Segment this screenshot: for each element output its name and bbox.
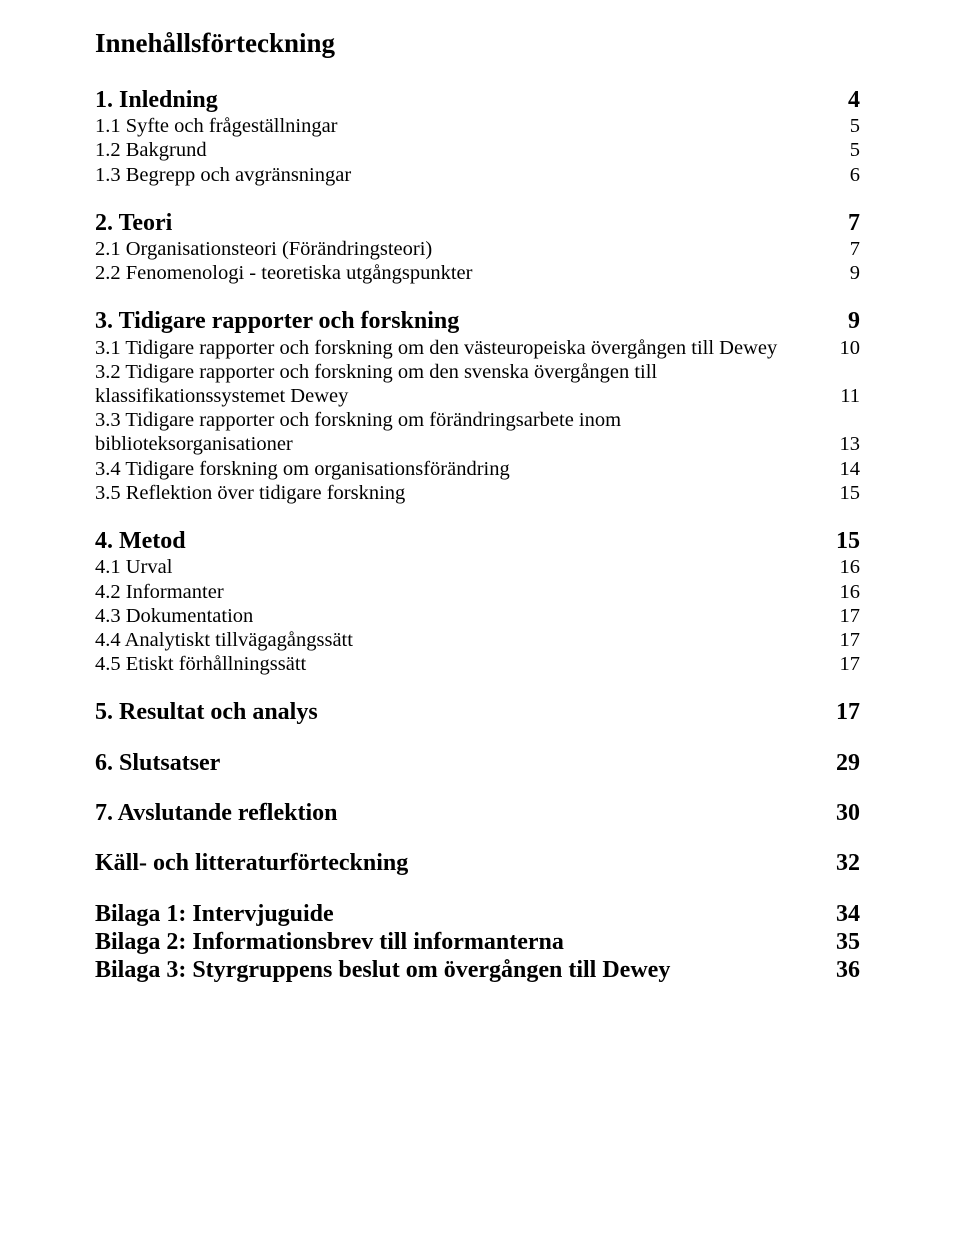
toc-entry-label: 4.3 Dokumentation	[95, 604, 832, 628]
toc-entry-label: 1.2 Bakgrund	[95, 138, 832, 162]
toc-entry: 2.2 Fenomenologi - teoretiska utgångspun…	[95, 261, 860, 285]
toc-section-7: 7. Avslutande reflektion 30	[95, 799, 860, 827]
toc-entry: 1.2 Bakgrund 5	[95, 138, 860, 162]
toc-entry-page: 17	[832, 652, 860, 676]
toc-entry-page: 5	[832, 114, 860, 138]
toc-section-3: 3. Tidigare rapporter och forskning 9 3.…	[95, 307, 860, 505]
toc-entry: 2.1 Organisationsteori (Förändringsteori…	[95, 237, 860, 261]
toc-entry-label: 1.3 Begrepp och avgränsningar	[95, 163, 832, 187]
toc-heading-page: 32	[832, 849, 860, 877]
toc-entry-label: 3.4 Tidigare forskning om organisationsf…	[95, 457, 832, 481]
toc-section-5: 5. Resultat och analys 17	[95, 698, 860, 726]
toc-entry: 3.4 Tidigare forskning om organisationsf…	[95, 457, 860, 481]
toc-heading-label: 1. Inledning	[95, 86, 832, 114]
toc-heading-2: 2. Teori 7	[95, 209, 860, 237]
toc-entry-label: 3.1 Tidigare rapporter och forskning om …	[95, 336, 832, 360]
toc-heading-page: 35	[832, 928, 860, 956]
toc-entry-page: 5	[832, 138, 860, 162]
toc-section-1: 1. Inledning 4 1.1 Syfte och frågeställn…	[95, 86, 860, 187]
toc-entry-label: 4.2 Informanter	[95, 580, 832, 604]
toc-entry-page: 7	[832, 237, 860, 261]
toc-heading-page: 4	[832, 86, 860, 114]
toc-entry: 4.1 Urval 16	[95, 555, 860, 579]
toc-entry-label-line2: biblioteksorganisationer	[95, 432, 832, 456]
toc-entry: 1.1 Syfte och frågeställningar 5	[95, 114, 860, 138]
toc-heading-page: 9	[832, 307, 860, 335]
toc-entry-label: 2.1 Organisationsteori (Förändringsteori…	[95, 237, 832, 261]
toc-heading-page: 30	[832, 799, 860, 827]
toc-entry: 3.5 Reflektion över tidigare forskning 1…	[95, 481, 860, 505]
toc-heading-1: 1. Inledning 4	[95, 86, 860, 114]
toc-entry-multiline: 3.3 Tidigare rapporter och forskning om …	[95, 408, 860, 456]
toc-entry-label: 1.1 Syfte och frågeställningar	[95, 114, 832, 138]
toc-entry-label: 4.4 Analytiskt tillvägagångssätt	[95, 628, 832, 652]
toc-entry-page: 9	[832, 261, 860, 285]
toc-entry-page: 10	[832, 336, 860, 360]
toc-heading-label: 6. Slutsatser	[95, 749, 832, 777]
toc-title: Innehållsförteckning	[95, 28, 860, 60]
toc-entry: 4.2 Informanter 16	[95, 580, 860, 604]
toc-section-6: 6. Slutsatser 29	[95, 749, 860, 777]
toc-heading-6: 6. Slutsatser 29	[95, 749, 860, 777]
toc-heading-label: 4. Metod	[95, 527, 832, 555]
toc-heading-appendix-2: Bilaga 2: Informationsbrev till informan…	[95, 928, 860, 956]
toc-entry-label-line1: 3.2 Tidigare rapporter och forskning om …	[95, 360, 860, 384]
toc-heading-references: Käll- och litteraturförteckning 32	[95, 849, 860, 877]
toc-heading-page: 17	[832, 698, 860, 726]
toc-entry-page: 16	[832, 555, 860, 579]
toc-entry: 4.5 Etiskt förhållningssätt 17	[95, 652, 860, 676]
toc-entry-label: 4.5 Etiskt förhållningssätt	[95, 652, 832, 676]
toc-heading-page: 36	[832, 956, 860, 984]
toc-page: Innehållsförteckning 1. Inledning 4 1.1 …	[0, 0, 960, 1245]
toc-entry-label-line1: 3.3 Tidigare rapporter och forskning om …	[95, 408, 860, 432]
toc-heading-label: Käll- och litteraturförteckning	[95, 849, 832, 877]
toc-entry-page: 6	[832, 163, 860, 187]
toc-heading-label: Bilaga 3: Styrgruppens beslut om övergån…	[95, 956, 832, 984]
toc-heading-label: Bilaga 2: Informationsbrev till informan…	[95, 928, 832, 956]
toc-heading-4: 4. Metod 15	[95, 527, 860, 555]
toc-section-references: Käll- och litteraturförteckning 32	[95, 849, 860, 877]
toc-entry-page: 17	[832, 604, 860, 628]
toc-entry-page: 15	[832, 481, 860, 505]
toc-entry-label: 4.1 Urval	[95, 555, 832, 579]
toc-entry-page: 11	[832, 384, 860, 408]
toc-heading-label: 3. Tidigare rapporter och forskning	[95, 307, 832, 335]
toc-entry: 4.3 Dokumentation 17	[95, 604, 860, 628]
toc-heading-page: 15	[832, 527, 860, 555]
toc-heading-3: 3. Tidigare rapporter och forskning 9	[95, 307, 860, 335]
toc-entry: 3.1 Tidigare rapporter och forskning om …	[95, 336, 860, 360]
toc-entry: 4.4 Analytiskt tillvägagångssätt 17	[95, 628, 860, 652]
toc-heading-page: 29	[832, 749, 860, 777]
toc-entry-page: 14	[832, 457, 860, 481]
toc-heading-5: 5. Resultat och analys 17	[95, 698, 860, 726]
toc-heading-label: Bilaga 1: Intervjuguide	[95, 900, 832, 928]
toc-entry-multiline: 3.2 Tidigare rapporter och forskning om …	[95, 360, 860, 408]
toc-entry-label-line2: klassifikationssystemet Dewey	[95, 384, 832, 408]
toc-heading-label: 2. Teori	[95, 209, 832, 237]
toc-heading-page: 34	[832, 900, 860, 928]
toc-entry-label: 3.5 Reflektion över tidigare forskning	[95, 481, 832, 505]
toc-heading-label: 7. Avslutande reflektion	[95, 799, 832, 827]
toc-entry: 1.3 Begrepp och avgränsningar 6	[95, 163, 860, 187]
toc-heading-label: 5. Resultat och analys	[95, 698, 832, 726]
toc-heading-appendix-1: Bilaga 1: Intervjuguide 34	[95, 900, 860, 928]
toc-heading-7: 7. Avslutande reflektion 30	[95, 799, 860, 827]
toc-entry-label: 2.2 Fenomenologi - teoretiska utgångspun…	[95, 261, 832, 285]
toc-heading-page: 7	[832, 209, 860, 237]
toc-section-appendices: Bilaga 1: Intervjuguide 34 Bilaga 2: Inf…	[95, 900, 860, 985]
toc-entry-page: 16	[832, 580, 860, 604]
toc-heading-appendix-3: Bilaga 3: Styrgruppens beslut om övergån…	[95, 956, 860, 984]
toc-entry-page: 13	[832, 432, 860, 456]
toc-section-4: 4. Metod 15 4.1 Urval 16 4.2 Informanter…	[95, 527, 860, 676]
toc-entry-page: 17	[832, 628, 860, 652]
toc-section-2: 2. Teori 7 2.1 Organisationsteori (Förän…	[95, 209, 860, 286]
